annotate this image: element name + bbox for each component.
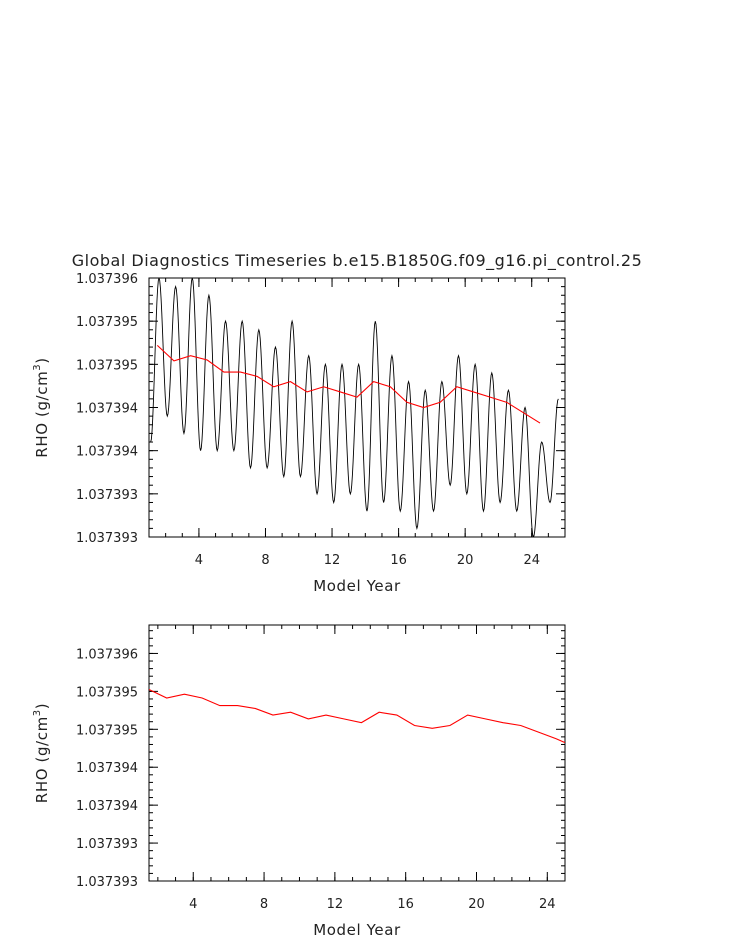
chart-title: Global Diagnostics Timeseries b.e15.B185… <box>72 251 643 271</box>
annual-mean-series-line <box>156 344 541 424</box>
x-tick-label: 4 <box>189 897 197 912</box>
y-tick-label: 1.037395 <box>76 358 138 373</box>
y-tick-label: 1.037394 <box>76 761 138 776</box>
y-axis-label-text: RHO (g/cm <box>33 371 51 458</box>
x-tick-label: 8 <box>261 553 269 568</box>
y-tick-label: 1.037394 <box>76 402 138 417</box>
y-axis-label-superscript: 3 <box>32 364 43 371</box>
annual-mean-series-line <box>149 688 565 744</box>
x-axis-label: Model Year <box>313 577 401 595</box>
monthly-series-line <box>150 278 559 537</box>
x-tick-label: 16 <box>397 897 414 912</box>
y-tick-label: 1.037394 <box>76 445 138 460</box>
x-tick-label: 16 <box>390 553 407 568</box>
y-tick-label: 1.037396 <box>76 647 138 662</box>
y-tick-label: 1.037395 <box>76 315 138 330</box>
y-axis-label-paren: ) <box>33 703 51 709</box>
x-tick-label: 20 <box>457 553 474 568</box>
x-axis-label: Model Year <box>313 921 401 939</box>
y-axis-label-paren: ) <box>33 357 51 363</box>
y-axis-label: RHO (g/cm3) <box>32 703 51 803</box>
bottom-panel: 4 8 12 16 20 24 1.037393 1.037393 1.037394 1.0373… <box>32 624 566 939</box>
plot-frame <box>148 624 566 882</box>
x-tick-label: 12 <box>327 897 344 912</box>
y-tick-label: 1.037393 <box>76 875 138 890</box>
plot-frame <box>148 277 566 538</box>
y-tick-label: 1.037396 <box>76 272 138 287</box>
top-panel: 4 8 12 16 20 24 1.037393 1.037393 1.037394 1.0373… <box>32 272 566 595</box>
y-tick-label: 1.037393 <box>76 488 138 503</box>
y-tick-label: 1.037394 <box>76 799 138 814</box>
y-axis-label-superscript: 3 <box>32 709 43 716</box>
y-tick-label: 1.037395 <box>76 723 138 738</box>
y-tick-label: 1.037393 <box>76 837 138 852</box>
y-tick-label: 1.037393 <box>76 531 138 546</box>
x-tick-label: 8 <box>260 897 268 912</box>
y-axis-label-text: RHO (g/cm <box>33 716 51 803</box>
y-tick-label: 1.037395 <box>76 685 138 700</box>
x-tick-label: 24 <box>539 897 556 912</box>
x-tick-label: 4 <box>195 553 203 568</box>
y-axis-label: RHO (g/cm3) <box>32 357 51 457</box>
x-tick-label: 12 <box>324 553 341 568</box>
x-tick-label: 20 <box>468 897 485 912</box>
x-tick-label: 24 <box>523 553 540 568</box>
